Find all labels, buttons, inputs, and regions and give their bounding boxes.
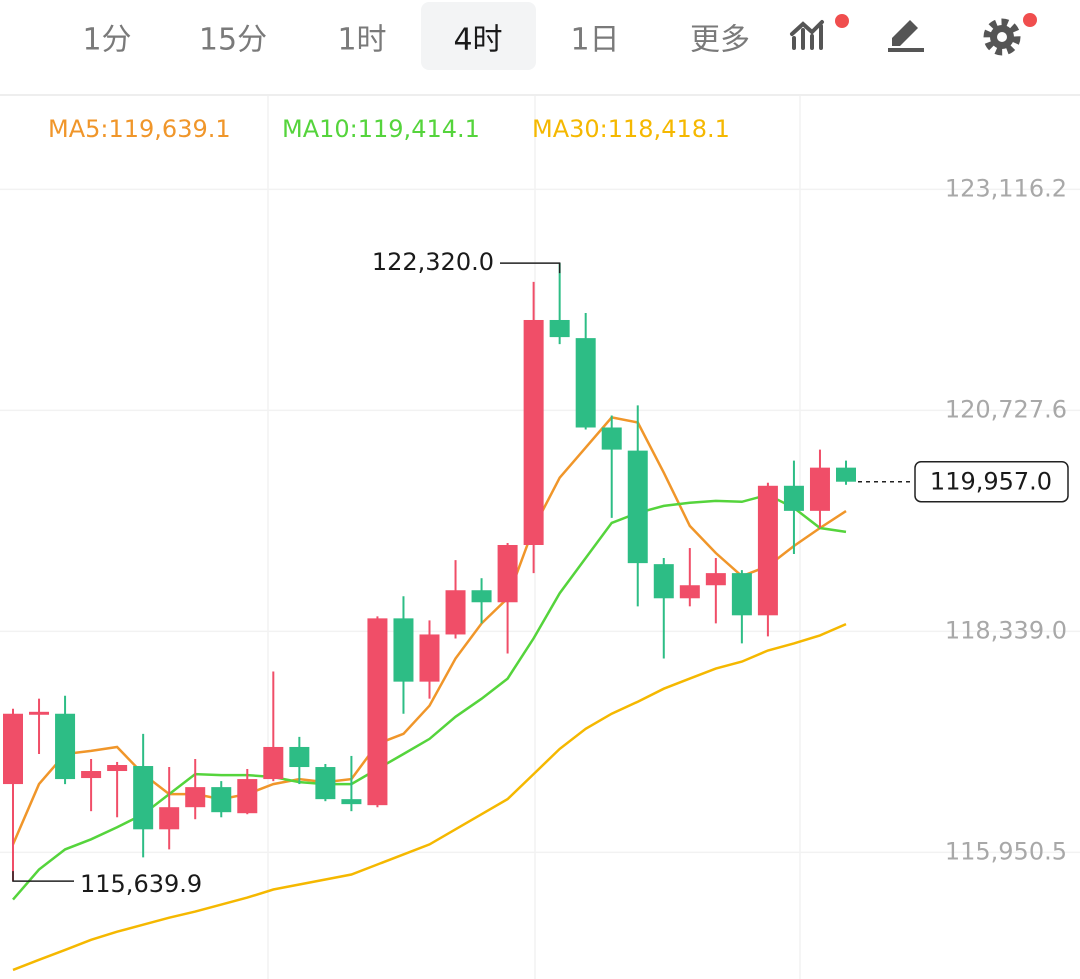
candle-body [653,564,674,599]
candle-body [341,799,362,805]
candle-body [601,427,622,450]
candle-body [731,573,752,616]
tab[interactable]: 4时 [453,23,502,58]
tab-bar: 1分 15分 1时 4时 1日 更多 [82,2,750,70]
candle-body [809,467,830,511]
ma-line [12,622,847,972]
candle-body [575,338,596,428]
y-tick-label: 118,339.0 [945,616,1067,644]
tab[interactable]: 1日 [570,23,619,58]
tab[interactable]: 1时 [337,23,386,58]
candle-body [3,713,23,785]
y-tick-label: 123,116.2 [945,174,1067,202]
candle-body [315,767,336,800]
candle-body [29,711,50,715]
tab-selected-bg [421,2,536,70]
candle-body [263,746,284,780]
candle-body [523,319,544,545]
candle-body [679,585,700,599]
candle-body [471,590,492,603]
candle-body [445,590,466,635]
candle-body [133,766,154,830]
candle-body [107,765,128,772]
candle-body [237,779,258,814]
max-label: 122,320.0 [372,248,494,276]
candle-body [159,807,180,830]
candle-body [419,634,440,682]
candle-body [81,771,102,779]
candle-body [185,787,206,808]
candle-body [289,746,310,768]
indicator-icon[interactable] [790,14,849,50]
candle-body [497,544,518,603]
y-tick-label: 120,727.6 [945,395,1067,423]
y-tick-label: 115,950.5 [945,837,1067,865]
candle-body [211,787,232,813]
max-marker [500,262,561,274]
legend-entry: MA10:119,414.1 [282,115,480,143]
candle-body [393,618,414,682]
plot: 122,320.0 115,639.9 119,957.0 [3,248,1069,972]
candle-body [627,450,648,564]
candle-body [367,618,388,806]
grid: 115,950.5 118,339.0 120,727.6 123,116.2 [0,174,1080,865]
last-price-label: 119,957.0 [930,468,1052,496]
candle-body [55,713,76,780]
legend: MA5:119,639.1 MA10:119,414.1 MA30:118,418.… [48,115,730,143]
min-label: 115,639.9 [80,870,202,898]
legend-entry: MA5:119,639.1 [48,115,231,143]
candle-body [757,485,778,616]
candle-body [836,467,856,482]
tab[interactable]: 1分 [82,23,131,58]
tab[interactable]: 15分 [199,23,267,58]
candle-body [549,319,570,338]
min-marker [12,871,74,882]
legend-entry: MA30:118,418.1 [532,115,730,143]
draw-icon[interactable] [888,20,924,52]
last-price-box [914,460,1069,503]
tab[interactable]: 更多 [690,23,750,58]
candle-body [783,485,804,511]
candle-body [705,573,726,586]
settings-icon[interactable] [983,13,1037,56]
